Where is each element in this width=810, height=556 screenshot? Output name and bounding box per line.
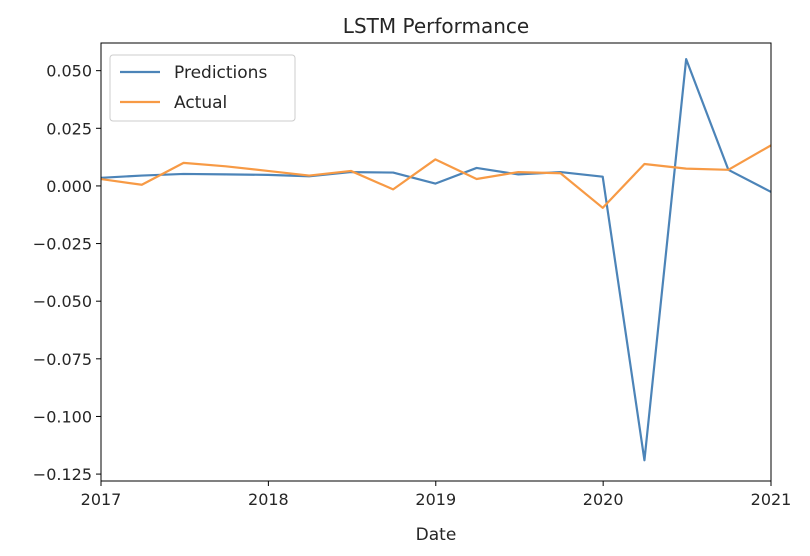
legend-label-actual: Actual [174,93,227,113]
x-tick-label: 2018 [248,490,289,509]
y-tick-label: −0.075 [33,350,92,369]
x-tick-label: 2017 [81,490,122,509]
series-line-predictions [101,58,771,462]
x-tick-label: 2019 [415,490,456,509]
y-tick-label: −0.125 [33,465,92,484]
y-tick-label: −0.025 [33,235,92,254]
axes: 0.050 0.025 0.000 −0.025 −0.050 −0.075 −0.100 −… [33,42,792,509]
y-tick-label: 0.025 [46,119,92,138]
x-axis-label: Date [416,525,457,545]
chart-title: LSTM Performance [343,14,529,38]
legend-label-predictions: Predictions [174,63,267,83]
y-tick-label: 0.000 [46,177,92,196]
x-tick-label: 2020 [583,490,624,509]
legend: Predictions Actual [109,54,296,122]
series-lines [101,58,771,462]
x-tick-label: 2021 [751,490,792,509]
y-tick-label: −0.100 [33,407,92,426]
y-tick-label: 0.050 [46,62,92,81]
y-tick-label: −0.050 [33,292,92,311]
series-line-actual [101,144,771,209]
